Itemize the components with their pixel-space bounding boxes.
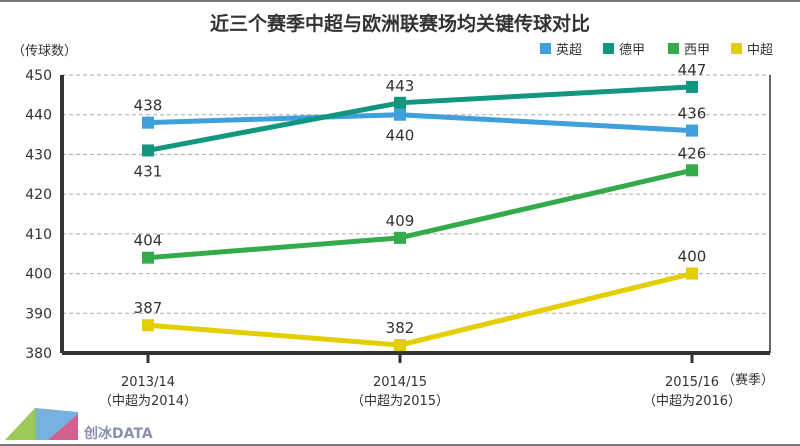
data-label: 387: [134, 299, 163, 317]
legend-label: 中超: [747, 43, 773, 58]
data-label: 409: [386, 212, 415, 230]
y-axis-label: （传球数）: [12, 44, 77, 59]
data-label: 431: [134, 162, 163, 180]
data-label: 382: [386, 319, 415, 337]
data-point: [686, 267, 698, 280]
legend-label: 德甲: [619, 43, 645, 58]
x-tick-sublabel: （中超为2016）: [643, 394, 741, 409]
logo: 创冰DATA: [5, 408, 153, 442]
data-point: [142, 319, 154, 332]
logo-text: 创冰DATA: [83, 425, 153, 442]
x-tick-sublabel: （中超为2015）: [351, 394, 449, 409]
legend-swatch: [603, 43, 614, 54]
data-label: 400: [678, 248, 707, 266]
x-tick-label: 2015/16: [665, 375, 719, 390]
y-tick-label: 380: [25, 346, 52, 362]
data-point: [142, 144, 154, 157]
legend-label: 西甲: [684, 43, 710, 58]
x-tick-sublabel: （中超为2014）: [99, 394, 197, 409]
data-point: [394, 231, 406, 244]
data-label: 443: [386, 77, 415, 95]
data-point: [686, 80, 698, 93]
x-tick-label: 2014/15: [373, 375, 427, 390]
legend-swatch: [731, 43, 742, 54]
data-point: [686, 124, 698, 137]
x-axis-label: （赛季）: [722, 372, 774, 388]
chart-title: 近三个赛季中超与欧洲联赛场均关键传球对比: [210, 12, 590, 35]
legend-swatch: [540, 43, 551, 54]
data-point: [142, 251, 154, 264]
data-point: [394, 108, 406, 121]
data-point: [142, 116, 154, 129]
legend-swatch: [668, 43, 679, 54]
y-tick-label: 450: [25, 68, 52, 84]
data-label: 404: [134, 232, 163, 250]
series-line: [147, 271, 693, 348]
data-label: 447: [678, 61, 707, 79]
data-point: [394, 96, 406, 109]
data-label: 436: [678, 105, 707, 123]
data-label: 426: [678, 144, 707, 162]
y-tick-label: 410: [25, 227, 52, 243]
data-point: [394, 339, 406, 352]
y-tick-label: 420: [25, 187, 52, 203]
y-tick-label: 390: [25, 306, 52, 322]
data-label: 438: [134, 97, 163, 115]
x-tick-label: 2013/14: [121, 375, 175, 390]
y-tick-label: 430: [25, 147, 52, 163]
data-label: 440: [386, 127, 415, 145]
y-tick-label: 440: [25, 108, 52, 124]
series-line: [147, 112, 693, 134]
y-tick-label: 400: [25, 267, 52, 283]
legend-label: 英超: [556, 43, 582, 58]
series-line: [147, 167, 693, 261]
data-point: [686, 164, 698, 177]
